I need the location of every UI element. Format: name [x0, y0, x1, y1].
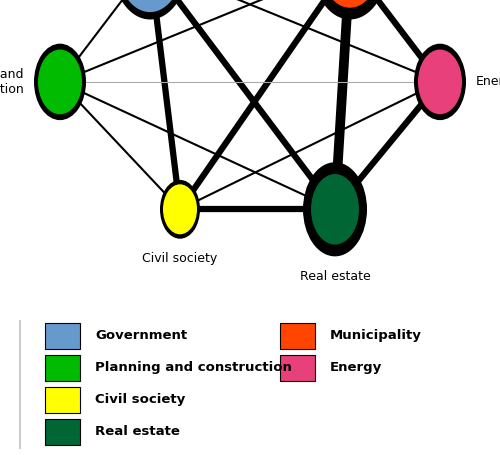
- Ellipse shape: [160, 180, 200, 239]
- Ellipse shape: [163, 184, 197, 234]
- Bar: [280, 354, 315, 381]
- Text: Planning and construction: Planning and construction: [95, 361, 292, 374]
- Text: Real estate: Real estate: [300, 270, 370, 283]
- Text: Energy: Energy: [330, 361, 382, 374]
- Ellipse shape: [34, 44, 86, 120]
- Text: Civil society: Civil society: [95, 393, 185, 406]
- Ellipse shape: [311, 174, 359, 245]
- Bar: [45, 419, 80, 445]
- Ellipse shape: [312, 0, 388, 20]
- Text: Government: Government: [95, 329, 187, 342]
- Text: Real estate: Real estate: [95, 425, 180, 438]
- Bar: [280, 323, 315, 349]
- Ellipse shape: [303, 162, 367, 256]
- Text: Civil society: Civil society: [142, 253, 218, 265]
- Ellipse shape: [117, 0, 183, 12]
- Text: Energy: Energy: [476, 76, 500, 88]
- Bar: [45, 354, 80, 381]
- Text: Planning and
construction: Planning and construction: [0, 68, 24, 96]
- Ellipse shape: [414, 44, 466, 120]
- Ellipse shape: [418, 50, 462, 114]
- Bar: [45, 387, 80, 413]
- Ellipse shape: [38, 50, 82, 114]
- Ellipse shape: [320, 0, 380, 8]
- Bar: [45, 323, 80, 349]
- Ellipse shape: [112, 0, 188, 20]
- Text: Municipality: Municipality: [330, 329, 422, 342]
